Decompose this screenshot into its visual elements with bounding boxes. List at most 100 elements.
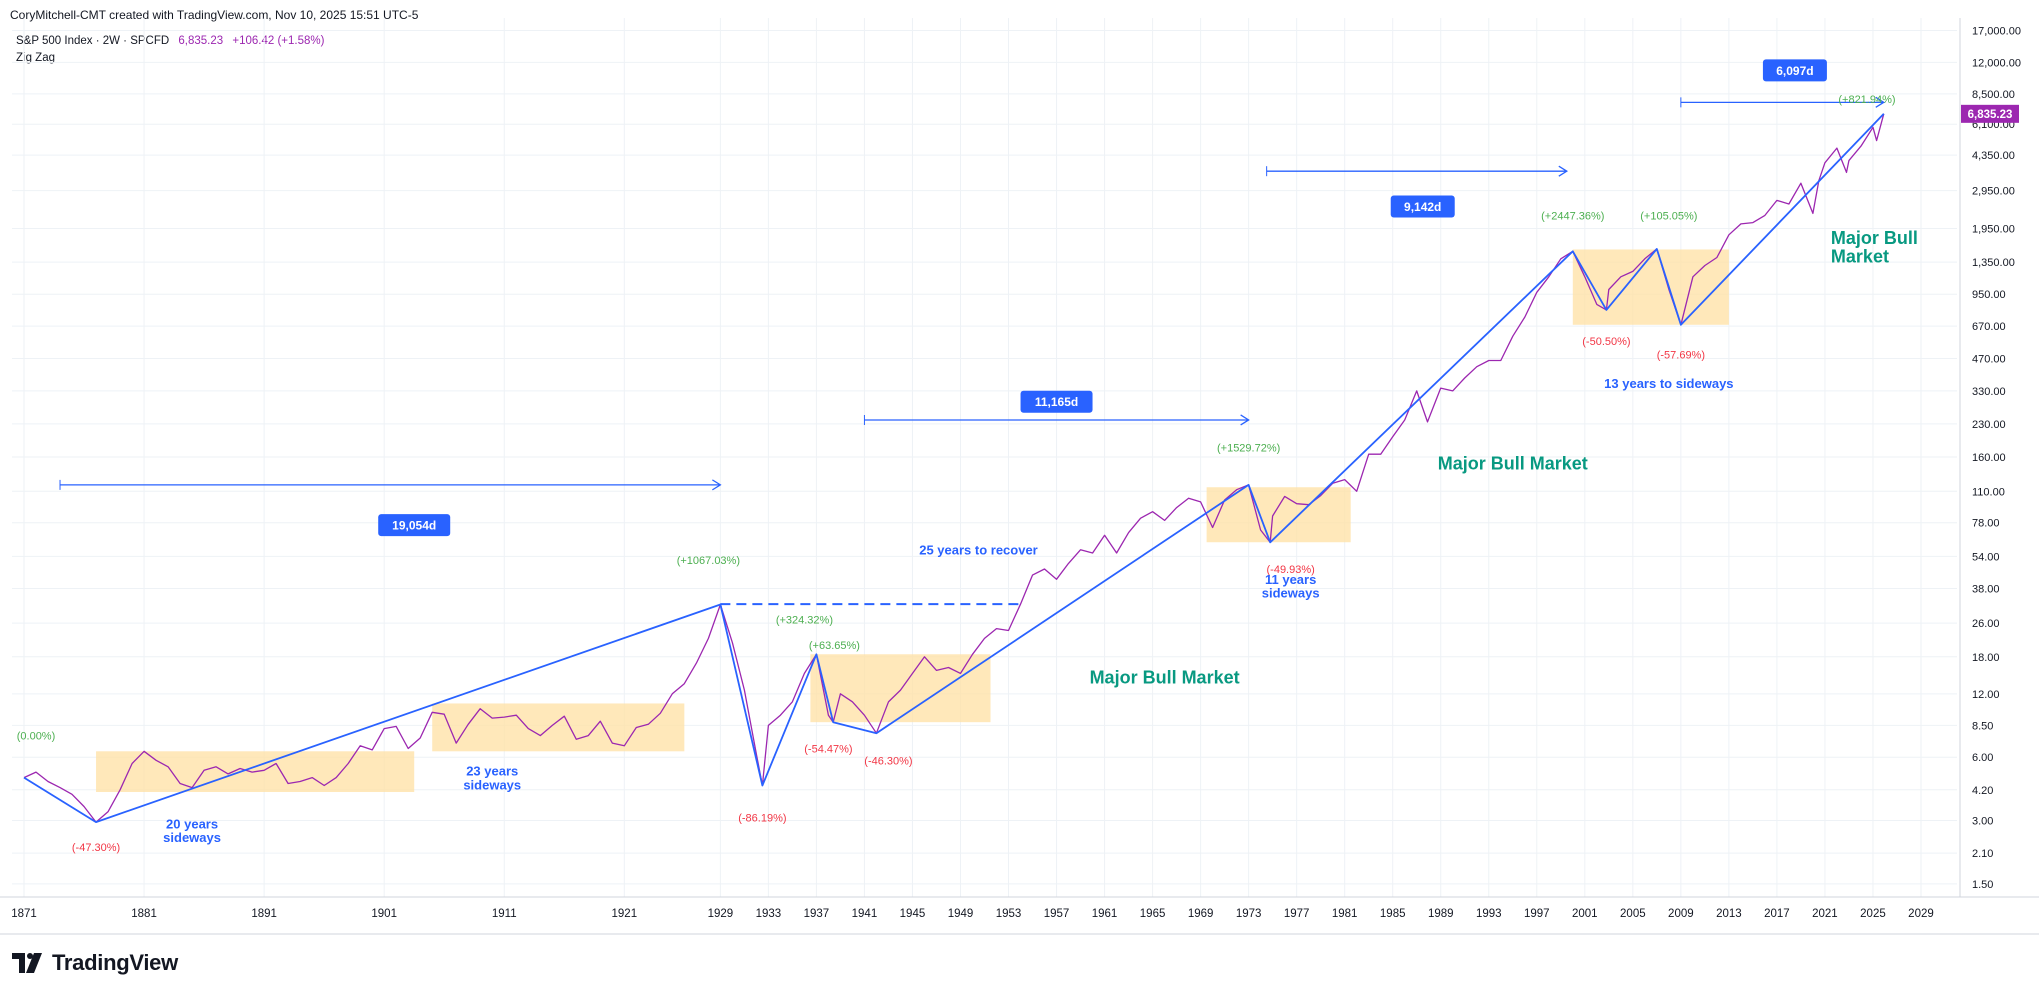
zigzag-line (23, 113, 1885, 823)
time-axis-tick-label: 1965 (1140, 908, 1166, 920)
indicator-name[interactable]: Zig Zag (16, 52, 55, 64)
annotation-line: sideways (163, 830, 221, 845)
chart-legend[interactable]: S&P 500 Index · 2W · SPCFD 6,835.23 +106… (16, 33, 324, 67)
zigzag-percent-label: (+1067.03%) (677, 555, 740, 567)
tradingview-brand[interactable]: TradingView (12, 950, 178, 976)
annotation-line: Major Bull Market (1438, 453, 1588, 473)
time-axis-tick-label: 2021 (1812, 908, 1838, 920)
price-axis-tick-label: 12,000.00 (1972, 57, 2021, 69)
price-axis-tick-label: 4,350.00 (1972, 150, 2015, 162)
time-axis-tick-label: 1933 (756, 908, 782, 920)
time-axis-tick-label: 2005 (1620, 908, 1646, 920)
range-badge (1762, 59, 1827, 82)
annotation-text: 20 years sideways (163, 817, 221, 846)
time-axis-tick-label: 2017 (1764, 908, 1790, 920)
price-axis-tick-label: 6.00 (1972, 752, 1993, 764)
time-axis-tick-label: 1949 (948, 908, 974, 920)
annotation-text: Major Bull Market (1090, 668, 1240, 688)
time-axis-tick-label: 1941 (852, 908, 878, 920)
range-badge (1020, 390, 1093, 413)
price-axis-tick-label: 470.00 (1972, 354, 2006, 366)
time-axis-tick-label: 1937 (804, 908, 830, 920)
chart-attribution: CoryMitchell-CMT created with TradingVie… (10, 8, 419, 22)
time-axis: 1871 1881 1891 1901 1911 1921 1929 1933 1937 1941… (0, 896, 2039, 935)
sideways-range-box (432, 703, 685, 752)
zigzag-percent-label: (-54.47%) (804, 743, 852, 755)
last-price-label: 6,835.23 (1968, 109, 2013, 121)
price-axis-tick-label: 17,000.00 (1972, 26, 2021, 38)
annotation-text: 11 years sideways (1262, 572, 1320, 601)
time-axis-tick-label: 1981 (1332, 908, 1358, 920)
price-axis-tick-label: 230.00 (1972, 419, 2006, 431)
price-axis-tick-label: 160.00 (1972, 452, 2006, 464)
zigzag-percent-label: (+63.65%) (809, 640, 860, 652)
range-badge-label: 9,142d (1404, 200, 1441, 214)
symbol-row[interactable]: S&P 500 Index · 2W · SPCFD 6,835.23 +106… (16, 33, 324, 50)
zigzag-percent-labels: (0.00%) (-47.30%) (+1067.03%) (-86.19%) (+32… (17, 94, 1896, 854)
time-axis-tick-label: 2009 (1668, 908, 1694, 920)
time-axis-tick-label: 1911 (492, 908, 517, 920)
last-price-badge (1961, 104, 2019, 123)
price-axis-tick-label: 12.00 (1972, 689, 2000, 701)
time-axis-tick-label: 2029 (1908, 908, 1934, 920)
sideways-range-box (810, 654, 991, 723)
price-axis-tick-label: 3.00 (1972, 816, 1993, 828)
price-axis-tick-label: 26.00 (1972, 618, 2000, 630)
zigzag-percent-label: (-50.50%) (1582, 336, 1630, 348)
symbol-name[interactable]: S&P 500 Index · 2W · SPCFD (16, 35, 170, 47)
annotation-line: 11 years (1265, 572, 1316, 587)
price-axis-tick-label: 54.00 (1972, 551, 2000, 563)
price-axis-tick-label: 78.00 (1972, 518, 2000, 530)
price-axis-tick-label: 4.20 (1972, 785, 1993, 797)
range-arrow-head (1875, 96, 1885, 108)
time-axis-tick-label: 1997 (1524, 908, 1550, 920)
annotation-line: 20 years (166, 817, 218, 832)
zigzag-percent-label: (+1529.72%) (1217, 442, 1280, 454)
annotation-line: Market (1831, 247, 1889, 267)
annotation-line: 23 years (466, 764, 518, 779)
sideways-range-box (1572, 249, 1729, 325)
range-badge (378, 514, 451, 537)
tradingview-wordmark: TradingView (52, 950, 178, 975)
price-axis-tick-label: 1.50 (1972, 879, 1993, 891)
zigzag-percent-label: (-47.30%) (72, 842, 120, 854)
sideways-range-boxes (96, 249, 1729, 793)
time-axis-tick-label: 1921 (612, 908, 638, 920)
zigzag-percent-label: (+2447.36%) (1541, 210, 1604, 222)
price-axis-tick-label: 670.00 (1972, 321, 2006, 333)
time-axis-tick-label: 1871 (11, 908, 37, 920)
date-range-measures: 19,054d 11,165d 9,142d 6,097d (59, 59, 1885, 537)
range-arrow-head (1240, 414, 1250, 426)
time-axis-tick-label: 1961 (1092, 908, 1118, 920)
symbol-change: +106.42 (+1.58%) (232, 35, 325, 47)
zigzag-percent-label: (+105.05%) (1640, 210, 1697, 222)
zigzag-percent-label: (+324.32%) (776, 615, 833, 627)
time-axis-tick-label: 1929 (708, 908, 734, 920)
time-axis-tick-label: 2001 (1572, 908, 1598, 920)
price-axis-tick-label: 2.10 (1972, 848, 1993, 860)
price-axis-tick-label: 330.00 (1972, 386, 2006, 398)
price-axis-tick-label: 38.00 (1972, 583, 2000, 595)
time-axis-tick-label: 1985 (1380, 908, 1406, 920)
zigzag-percent-label: (+821.94%) (1838, 94, 1895, 106)
annotation-text: Major Bull Market (1438, 453, 1588, 473)
zigzag-percent-label: (-46.30%) (864, 755, 912, 767)
price-axis-tick-label: 2,950.00 (1972, 186, 2015, 198)
annotation-text: 25 years to recover (919, 543, 1038, 558)
annotation-text: 13 years to sideways (1604, 376, 1733, 391)
range-badge (1390, 195, 1455, 218)
annotation-text: 23 years sideways (463, 764, 521, 793)
price-axis-tick-label: 1,350.00 (1972, 257, 2015, 269)
time-axis-tick-label: 1881 (131, 908, 157, 920)
price-axis-tick-label: 110.00 (1972, 486, 2005, 498)
time-axis-tick-label: 1957 (1044, 908, 1070, 920)
annotation-line: sideways (1262, 585, 1320, 600)
annotation-line: Major Bull (1831, 228, 1918, 248)
time-axis-tick-label: 1993 (1476, 908, 1502, 920)
time-axis-tick-label: 1945 (900, 908, 926, 920)
time-axis-tick-label: 1953 (996, 908, 1022, 920)
price-axis: 1.50 2.10 3.00 4.20 6.00 8.50 12.00 18.00 26.00 3… (1959, 18, 2021, 897)
price-axis-tick-label: 1,950.00 (1972, 223, 2015, 235)
